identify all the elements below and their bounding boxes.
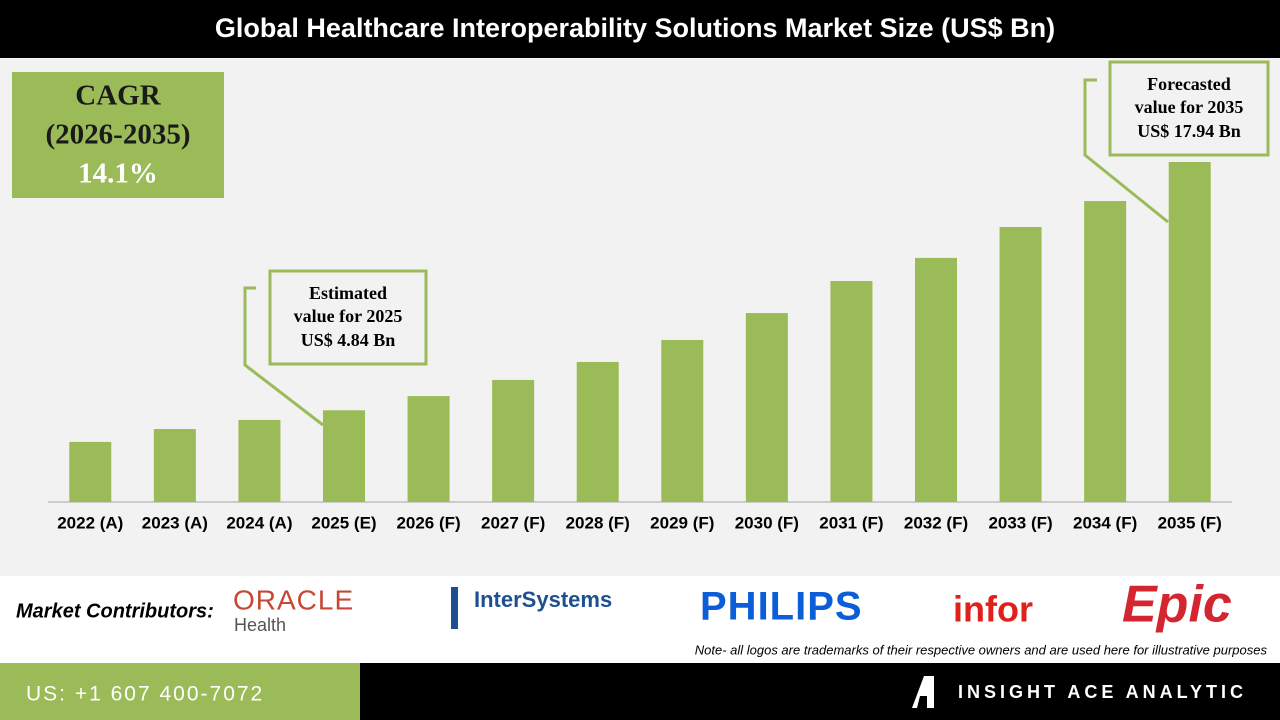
bar [745, 313, 788, 502]
bar [999, 227, 1042, 503]
x-tick-label: 2031 (F) [819, 513, 883, 532]
callout-box [268, 269, 428, 366]
cagr-label: CAGR [75, 80, 161, 112]
logo-intersystems: InterSystems [474, 587, 612, 612]
chart-title: Global Healthcare Interoperability Solut… [215, 13, 1055, 43]
contributors-label: Market Contributors: [16, 600, 214, 622]
x-tick-label: 2025 (E) [311, 513, 376, 532]
logo-epic: Epic [1122, 576, 1232, 634]
x-tick-label: 2022 (A) [57, 513, 123, 532]
footer-right [360, 663, 1280, 720]
callout-text: value for 2025 [294, 306, 403, 326]
x-tick-label: 2034 (F) [1073, 513, 1137, 532]
bar [407, 396, 450, 502]
x-tick-label: 2033 (F) [988, 513, 1052, 532]
cagr-value: 14.1% [78, 158, 158, 190]
cagr-box [12, 72, 224, 198]
x-tick-label: 2026 (F) [396, 513, 460, 532]
bar [1084, 201, 1127, 502]
logo-mark [451, 587, 458, 629]
x-tick-label: 2029 (F) [650, 513, 714, 532]
contributors-strip [0, 577, 1280, 663]
x-tick-label: 2030 (F) [735, 513, 799, 532]
callout-text: US$ 4.84 Bn [301, 330, 396, 350]
bar [1168, 162, 1211, 502]
brand-icon [912, 676, 934, 708]
footer-left [0, 663, 360, 720]
logo-oracle-health: Health [234, 615, 286, 635]
title-bar [0, 0, 1280, 58]
bar [661, 339, 704, 502]
note: Note- all logos are trademarks of their … [695, 642, 1268, 657]
bar [238, 419, 281, 502]
phone: US: +1 607 400-7072 [26, 683, 264, 706]
x-tick-label: 2035 (F) [1158, 513, 1222, 532]
callout-text: Estimated [309, 283, 387, 303]
x-tick-label: 2027 (F) [481, 513, 545, 532]
bar [576, 361, 619, 502]
bar [492, 379, 535, 502]
x-tick-label: 2023 (A) [142, 513, 208, 532]
bar [69, 441, 112, 502]
bar [915, 257, 957, 502]
callout-text: value for 2035 [1135, 97, 1244, 117]
brand: INSIGHT ACE ANALYTIC [958, 682, 1247, 702]
callout-connectors [243, 78, 1169, 427]
bar [323, 410, 365, 502]
callout-text: US$ 17.94 Bn [1137, 121, 1241, 141]
logo-oracle: ORACLE [233, 584, 354, 615]
x-tick-label: 2032 (F) [904, 513, 968, 532]
cagr-period: (2026-2035) [46, 119, 191, 151]
logo-infor: infor [953, 589, 1033, 630]
callout-text: Forecasted [1147, 74, 1231, 94]
bar [830, 281, 873, 502]
logo-philips: PHILIPS [700, 585, 863, 629]
x-tick-label: 2028 (F) [566, 513, 630, 532]
bar [153, 429, 196, 502]
x-tick-label: 2024 (A) [226, 513, 292, 532]
callout-box [1108, 60, 1270, 157]
